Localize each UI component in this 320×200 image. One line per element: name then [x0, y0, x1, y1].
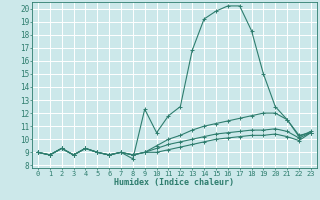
X-axis label: Humidex (Indice chaleur): Humidex (Indice chaleur) — [115, 178, 234, 187]
